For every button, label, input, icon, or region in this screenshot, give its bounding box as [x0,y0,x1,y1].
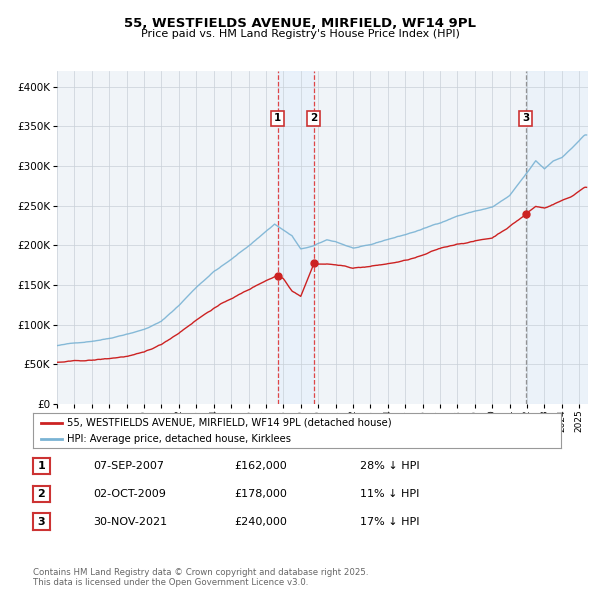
Text: 30-NOV-2021: 30-NOV-2021 [93,517,167,526]
Text: HPI: Average price, detached house, Kirklees: HPI: Average price, detached house, Kirk… [67,434,292,444]
Text: 17% ↓ HPI: 17% ↓ HPI [360,517,419,526]
Text: 2: 2 [310,113,317,123]
Text: 55, WESTFIELDS AVENUE, MIRFIELD, WF14 9PL: 55, WESTFIELDS AVENUE, MIRFIELD, WF14 9P… [124,17,476,30]
Text: Price paid vs. HM Land Registry's House Price Index (HPI): Price paid vs. HM Land Registry's House … [140,30,460,39]
Text: 07-SEP-2007: 07-SEP-2007 [93,461,164,471]
Text: 28% ↓ HPI: 28% ↓ HPI [360,461,419,471]
Text: 3: 3 [38,517,45,526]
Text: 2: 2 [38,489,45,499]
Text: £240,000: £240,000 [234,517,287,526]
Text: 55, WESTFIELDS AVENUE, MIRFIELD, WF14 9PL (detached house): 55, WESTFIELDS AVENUE, MIRFIELD, WF14 9P… [67,418,392,428]
Text: 1: 1 [274,113,281,123]
Text: 1: 1 [38,461,45,471]
Text: 02-OCT-2009: 02-OCT-2009 [93,489,166,499]
Bar [278,71,314,404]
Text: £162,000: £162,000 [234,461,287,471]
Text: Contains HM Land Registry data © Crown copyright and database right 2025.
This d: Contains HM Land Registry data © Crown c… [33,568,368,587]
Text: £178,000: £178,000 [234,489,287,499]
Text: 3: 3 [522,113,529,123]
Bar [526,71,588,404]
Text: 11% ↓ HPI: 11% ↓ HPI [360,489,419,499]
